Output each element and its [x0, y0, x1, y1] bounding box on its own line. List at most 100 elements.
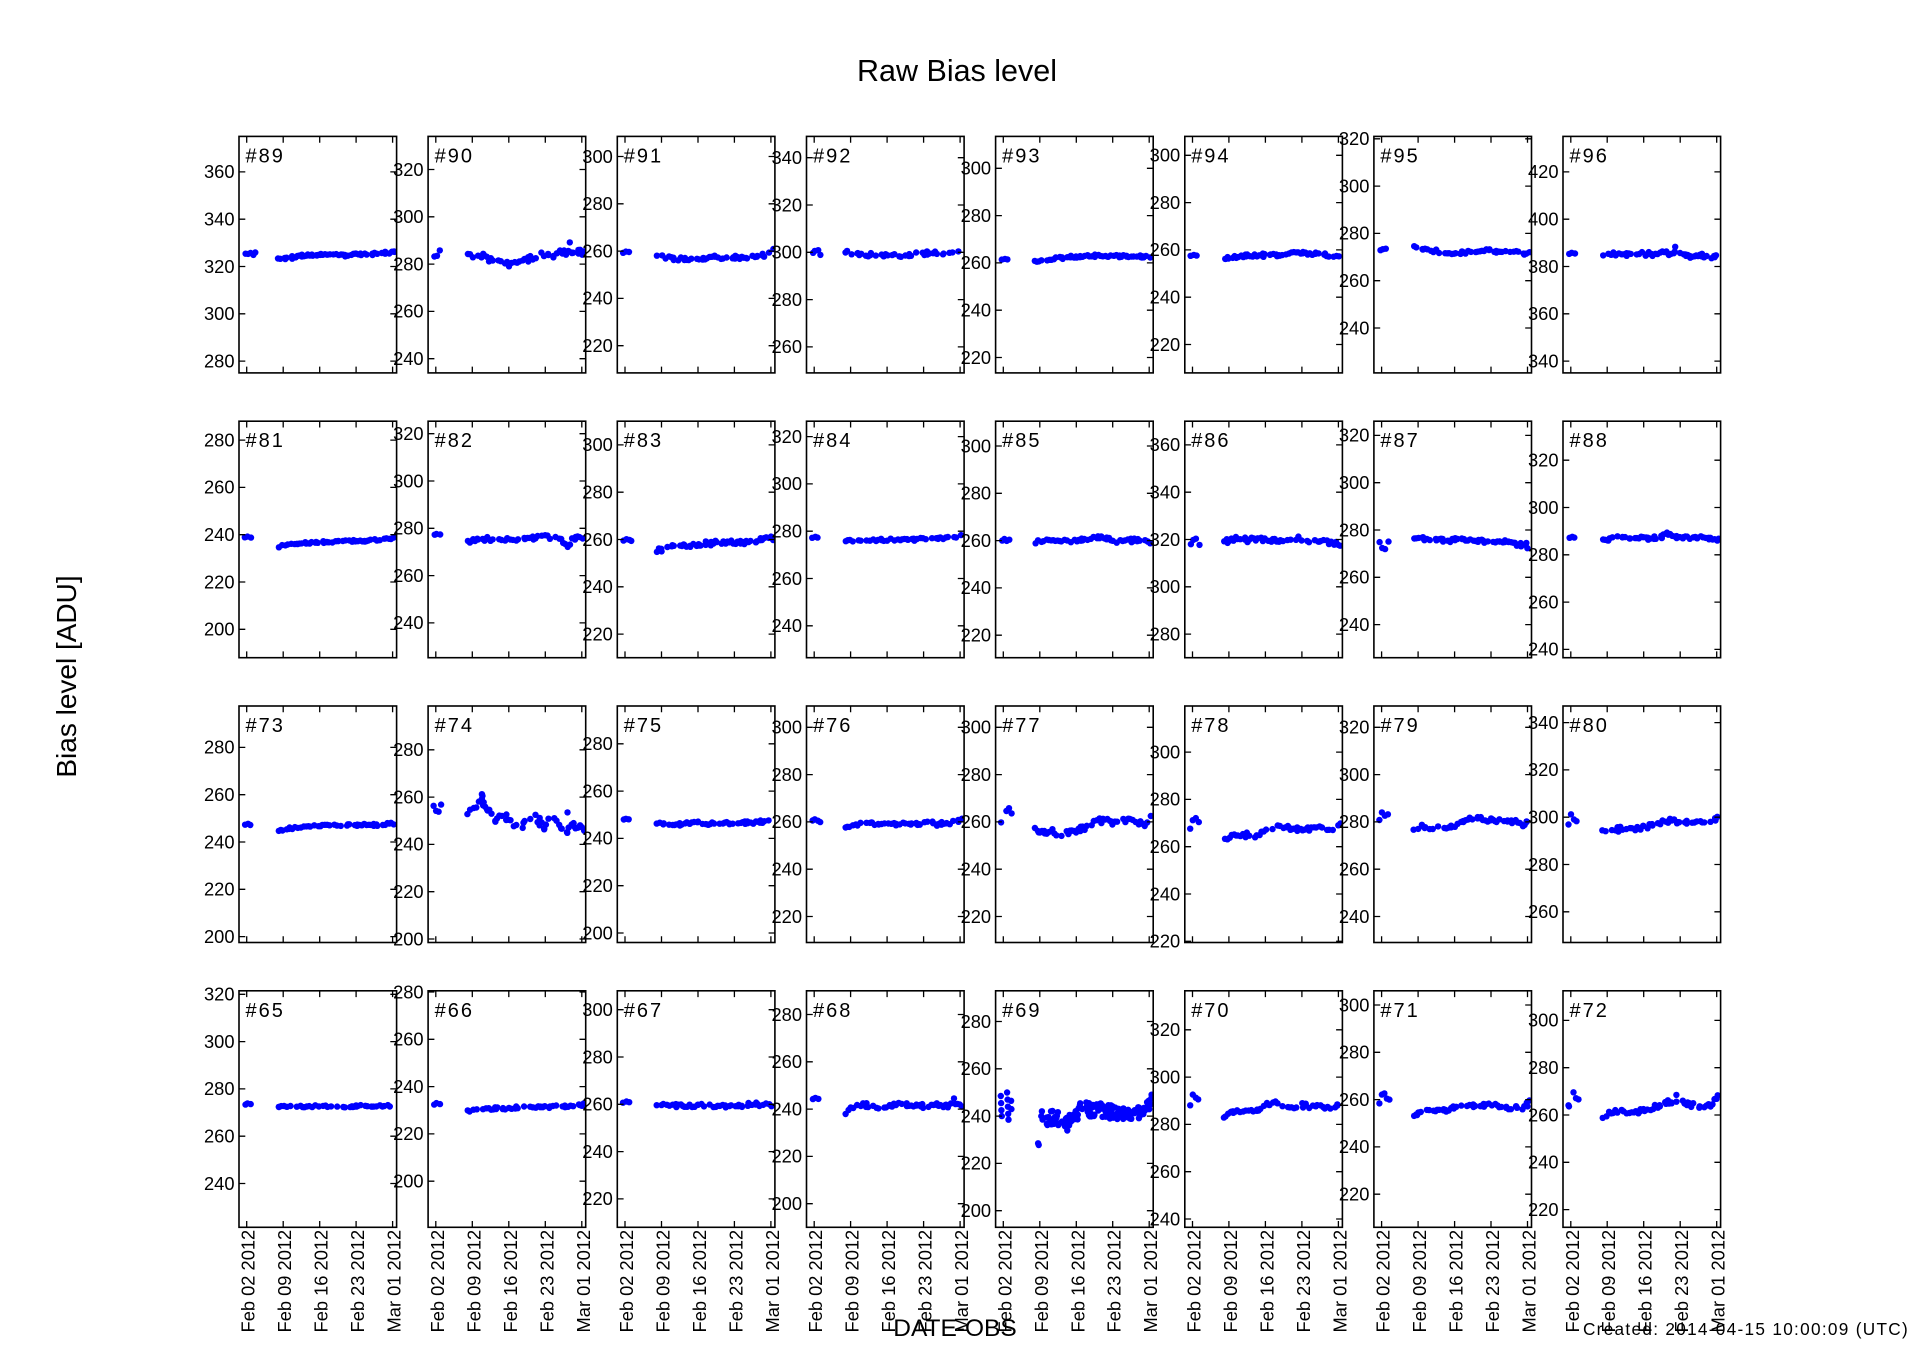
svg-text:200: 200 — [582, 922, 613, 943]
svg-text:#69: #69 — [1002, 1000, 1041, 1022]
svg-text:240: 240 — [1150, 287, 1181, 308]
svg-text:240: 240 — [771, 615, 802, 636]
svg-text:280: 280 — [393, 739, 424, 760]
svg-text:Feb 16 2012: Feb 16 2012 — [311, 1230, 332, 1333]
svg-text:320: 320 — [204, 984, 235, 1005]
svg-text:Feb 02 2012: Feb 02 2012 — [1373, 1230, 1394, 1333]
svg-text:#65: #65 — [246, 1000, 285, 1022]
svg-text:#81: #81 — [246, 430, 285, 452]
svg-text:320: 320 — [393, 423, 424, 444]
svg-text:320: 320 — [771, 426, 802, 447]
svg-text:240: 240 — [393, 348, 424, 369]
svg-text:280: 280 — [582, 482, 613, 503]
svg-text:240: 240 — [393, 1076, 424, 1097]
svg-text:220: 220 — [961, 347, 992, 368]
svg-text:240: 240 — [1528, 639, 1559, 660]
svg-text:340: 340 — [1528, 350, 1559, 371]
svg-text:260: 260 — [582, 1094, 613, 1115]
svg-text:340: 340 — [204, 209, 235, 230]
svg-text:Feb 09 2012: Feb 09 2012 — [1031, 1230, 1052, 1333]
svg-text:220: 220 — [961, 906, 992, 927]
svg-text:220: 220 — [771, 1146, 802, 1167]
svg-text:280: 280 — [961, 1011, 992, 1032]
svg-text:320: 320 — [1150, 1019, 1181, 1040]
svg-text:200: 200 — [393, 928, 424, 949]
svg-text:240: 240 — [582, 288, 613, 309]
svg-text:300: 300 — [393, 470, 424, 491]
svg-text:#68: #68 — [813, 1000, 852, 1022]
svg-text:240: 240 — [582, 1141, 613, 1162]
svg-text:300: 300 — [961, 717, 992, 738]
svg-text:Bias level [ADU]: Bias level [ADU] — [51, 575, 82, 777]
svg-text:220: 220 — [582, 335, 613, 356]
svg-text:280: 280 — [582, 193, 613, 214]
svg-text:Feb 16 2012: Feb 16 2012 — [1446, 1230, 1467, 1333]
svg-text:300: 300 — [204, 1031, 235, 1052]
svg-text:260: 260 — [1339, 859, 1370, 880]
svg-text:340: 340 — [1150, 482, 1181, 503]
svg-text:Mar 01 2012: Mar 01 2012 — [762, 1230, 783, 1333]
svg-text:240: 240 — [771, 1098, 802, 1119]
svg-text:260: 260 — [393, 301, 424, 322]
svg-text:320: 320 — [1150, 529, 1181, 550]
svg-text:260: 260 — [1150, 836, 1181, 857]
svg-text:200: 200 — [393, 1171, 424, 1192]
svg-text:260: 260 — [1339, 1089, 1370, 1110]
svg-text:280: 280 — [1150, 623, 1181, 644]
svg-text:220: 220 — [1150, 931, 1181, 952]
svg-text:200: 200 — [961, 1200, 992, 1221]
svg-text:280: 280 — [204, 737, 235, 758]
svg-text:300: 300 — [771, 242, 802, 263]
svg-text:280: 280 — [771, 1004, 802, 1025]
svg-text:220: 220 — [1150, 334, 1181, 355]
svg-text:300: 300 — [204, 303, 235, 324]
svg-text:Feb 02 2012: Feb 02 2012 — [238, 1230, 259, 1333]
svg-text:240: 240 — [582, 576, 613, 597]
svg-text:#86: #86 — [1191, 430, 1230, 452]
svg-text:Feb 16 2012: Feb 16 2012 — [689, 1230, 710, 1333]
svg-text:Mar 01 2012: Mar 01 2012 — [573, 1230, 594, 1333]
svg-text:#92: #92 — [813, 145, 852, 167]
svg-text:#88: #88 — [1570, 430, 1609, 452]
svg-text:260: 260 — [771, 811, 802, 832]
svg-text:#90: #90 — [435, 145, 474, 167]
svg-text:280: 280 — [771, 521, 802, 542]
svg-text:200: 200 — [204, 926, 235, 947]
svg-text:280: 280 — [961, 205, 992, 226]
svg-text:#82: #82 — [435, 430, 474, 452]
svg-text:Feb 23 2012: Feb 23 2012 — [1104, 1230, 1125, 1333]
svg-text:Created: 2014-04-15 10:00:09 (: Created: 2014-04-15 10:00:09 (UTC) — [1583, 1319, 1909, 1339]
svg-text:280: 280 — [204, 350, 235, 371]
svg-text:300: 300 — [1528, 497, 1559, 518]
svg-text:240: 240 — [204, 524, 235, 545]
svg-text:#89: #89 — [246, 145, 285, 167]
svg-text:260: 260 — [771, 336, 802, 357]
svg-text:240: 240 — [204, 831, 235, 852]
svg-text:Mar 01 2012: Mar 01 2012 — [1708, 1230, 1729, 1333]
svg-text:300: 300 — [1150, 741, 1181, 762]
svg-text:240: 240 — [582, 828, 613, 849]
svg-text:Feb 09 2012: Feb 09 2012 — [274, 1230, 295, 1333]
svg-text:#66: #66 — [435, 1000, 474, 1022]
svg-text:Feb 02 2012: Feb 02 2012 — [427, 1230, 448, 1333]
svg-text:300: 300 — [961, 158, 992, 179]
svg-text:260: 260 — [393, 565, 424, 586]
svg-text:240: 240 — [1150, 1208, 1181, 1229]
svg-text:360: 360 — [1150, 434, 1181, 455]
svg-text:300: 300 — [393, 206, 424, 227]
svg-text:300: 300 — [1150, 576, 1181, 597]
svg-text:320: 320 — [204, 256, 235, 277]
svg-text:#76: #76 — [813, 715, 852, 737]
svg-text:280: 280 — [1150, 192, 1181, 213]
svg-text:#91: #91 — [624, 145, 663, 167]
svg-text:260: 260 — [1150, 239, 1181, 260]
svg-text:360: 360 — [1528, 303, 1559, 324]
svg-text:240: 240 — [961, 577, 992, 598]
svg-text:240: 240 — [393, 612, 424, 633]
svg-text:340: 340 — [1528, 712, 1559, 733]
svg-text:#70: #70 — [1191, 1000, 1230, 1022]
svg-text:260: 260 — [1339, 270, 1370, 291]
svg-text:Feb 23 2012: Feb 23 2012 — [347, 1230, 368, 1333]
svg-text:Feb 23 2012: Feb 23 2012 — [1482, 1230, 1503, 1333]
svg-text:220: 220 — [582, 623, 613, 644]
